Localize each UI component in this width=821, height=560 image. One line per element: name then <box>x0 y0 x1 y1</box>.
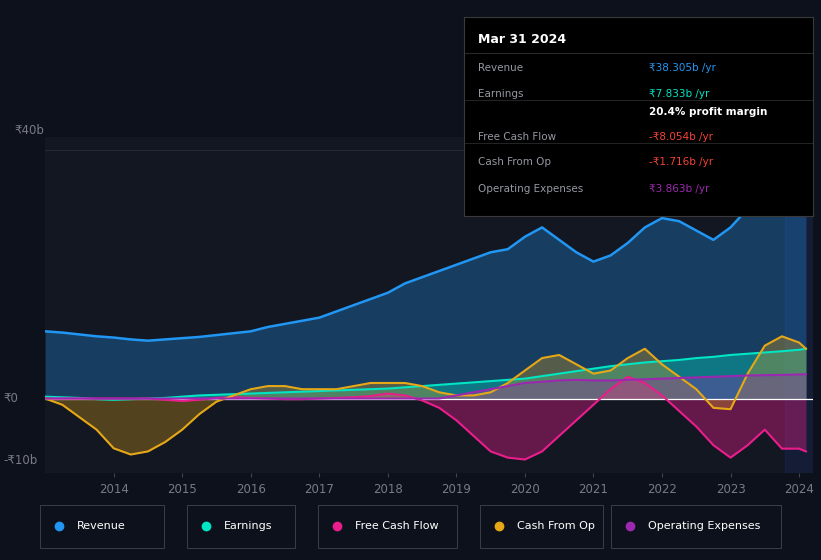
Text: -₹1.716b /yr: -₹1.716b /yr <box>649 157 713 167</box>
Text: Free Cash Flow: Free Cash Flow <box>355 521 438 531</box>
Text: ₹38.305b /yr: ₹38.305b /yr <box>649 63 716 73</box>
Bar <box>786 137 813 473</box>
Text: ₹3.863b /yr: ₹3.863b /yr <box>649 184 709 194</box>
Text: 20.4% profit margin: 20.4% profit margin <box>649 108 767 117</box>
Text: Earnings: Earnings <box>224 521 273 531</box>
Text: Cash From Op: Cash From Op <box>478 157 551 167</box>
Text: Revenue: Revenue <box>478 63 523 73</box>
Text: ₹0: ₹0 <box>3 392 18 405</box>
Text: Free Cash Flow: Free Cash Flow <box>478 132 556 142</box>
Text: -₹8.054b /yr: -₹8.054b /yr <box>649 132 713 142</box>
Text: Operating Expenses: Operating Expenses <box>649 521 760 531</box>
Text: ₹40b: ₹40b <box>15 124 44 137</box>
Text: Earnings: Earnings <box>478 90 523 99</box>
Text: ₹7.833b /yr: ₹7.833b /yr <box>649 90 709 99</box>
Text: Operating Expenses: Operating Expenses <box>478 184 583 194</box>
Text: -₹10b: -₹10b <box>3 454 37 467</box>
Text: Mar 31 2024: Mar 31 2024 <box>478 32 566 46</box>
Text: Revenue: Revenue <box>77 521 126 531</box>
Text: Cash From Op: Cash From Op <box>517 521 595 531</box>
